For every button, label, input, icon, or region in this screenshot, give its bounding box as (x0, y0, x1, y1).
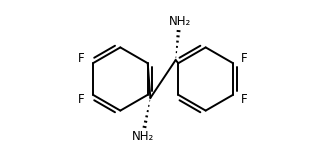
Text: F: F (78, 52, 85, 65)
Text: NH₂: NH₂ (132, 130, 155, 143)
Text: NH₂: NH₂ (169, 15, 191, 28)
Text: F: F (241, 52, 248, 65)
Text: F: F (78, 93, 85, 106)
Text: F: F (241, 93, 248, 106)
